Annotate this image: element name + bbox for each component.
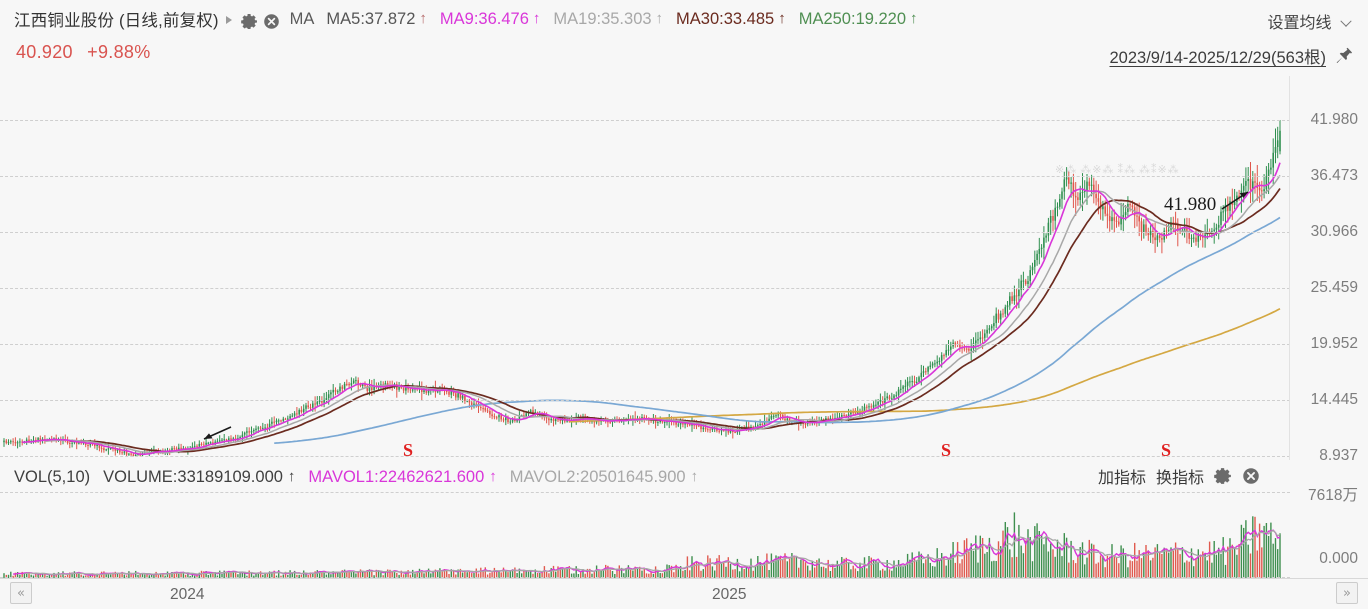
volume-chart-svg <box>3 512 1281 578</box>
close-icon[interactable] <box>1242 467 1260 485</box>
gridline <box>0 492 1290 493</box>
gridline <box>0 577 1290 578</box>
indicator-tag[interactable]: MA <box>289 9 315 28</box>
volume-chart-panel[interactable] <box>0 492 1290 578</box>
x-axis-tick-2024: 2024 <box>170 586 205 603</box>
price-chart-svg <box>3 120 1281 457</box>
ma30-legend[interactable]: MA30:33.485 <box>676 9 775 28</box>
pin-icon[interactable] <box>1335 46 1354 65</box>
marker-glyph: ※⁂ <box>1055 163 1078 176</box>
marker-glyph: ⁑⁂ <box>1117 163 1136 176</box>
ma19-legend[interactable]: MA19:35.303 <box>553 9 652 28</box>
y-axis-tick: 36.473 <box>1310 167 1358 184</box>
ma19-trend-arrow: ↑ <box>655 9 664 27</box>
ma5-legend[interactable]: MA5:37.872 <box>326 9 416 28</box>
signal-marker-s[interactable]: S <box>403 440 414 460</box>
volume-trend-arrow: ↑ <box>287 467 296 485</box>
mavol1-value: MAVOL1:22462621.600 <box>308 467 485 486</box>
volume-y-axis: 7618万 0.000 <box>1290 486 1368 578</box>
volume-header-actions: 加指标 换指标 <box>1098 464 1260 488</box>
y-axis-tick: 19.952 <box>1310 335 1358 352</box>
y-axis-tick: 41.980 <box>1310 111 1358 128</box>
add-indicator-button[interactable]: 加指标 <box>1097 470 1146 487</box>
gridline <box>0 176 1290 177</box>
marker-glyph: ⁂※⁂ <box>1080 163 1115 176</box>
gridline <box>0 400 1290 401</box>
gridline <box>0 344 1290 345</box>
price-y-axis: 41.980 36.473 30.966 25.459 19.952 14.44… <box>1290 76 1368 464</box>
set-moving-average-button[interactable]: 设置均线 <box>1267 9 1352 33</box>
chevron-down-icon <box>1340 15 1352 27</box>
signal-marker-s[interactable]: S <box>941 440 952 460</box>
ma9-legend[interactable]: MA9:36.476 <box>439 9 529 28</box>
volume-header: VOL(5,10) VOLUME:33189109.000 ↑ MAVOL1:2… <box>0 462 1368 492</box>
y-axis-tick: 14.445 <box>1310 391 1358 408</box>
scroll-left-button[interactable]: « <box>10 582 32 604</box>
time-axis: 2024 2025 <box>0 578 1368 609</box>
gridline <box>0 232 1290 233</box>
chart-header: 江西铜业股份 (日线,前复权) MA MA5:37.872 ↑ MA9:36.4… <box>0 0 1368 38</box>
gear-icon[interactable] <box>1214 467 1232 485</box>
y-axis-tick: 25.459 <box>1310 279 1358 296</box>
ma5-trend-arrow: ↑ <box>419 9 427 27</box>
switch-indicator-button[interactable]: 换指标 <box>1155 470 1204 487</box>
expand-triangle-right-icon[interactable] <box>225 16 232 24</box>
last-price: 40.920 <box>16 42 73 62</box>
ma250-legend[interactable]: MA250:19.220 <box>798 9 907 28</box>
date-range-selector[interactable]: 2023/9/14-2025/12/29(563根) <box>1109 49 1327 67</box>
y-axis-tick: 8.937 <box>1319 447 1358 464</box>
gridline <box>0 456 1290 457</box>
gridline <box>0 288 1290 289</box>
volume-indicator-name[interactable]: VOL(5,10) <box>14 467 91 486</box>
marker-watermarks: ※⁂ ⁂※⁂ ⁑⁂ ⁂⁑※⁂ <box>1055 160 1255 178</box>
signal-marker-s[interactable]: S <box>1161 440 1172 460</box>
mavol2-value: MAVOL2:20501645.900 <box>509 467 686 486</box>
symbol-name[interactable]: 江西铜业股份 (日线,前复权) <box>14 12 219 30</box>
quote-row: 40.920 +9.88% 2023/9/14-2025/12/29(563根) <box>0 38 1368 74</box>
ma30-trend-arrow: ↑ <box>778 9 786 27</box>
volume-axis-tick: 7618万 <box>1308 487 1358 504</box>
price-axis-divider <box>1289 76 1290 460</box>
x-axis-tick-2025: 2025 <box>712 586 747 603</box>
gridline <box>0 120 1290 121</box>
set-moving-average-label: 设置均线 <box>1267 15 1332 32</box>
volume-axis-tick: 0.000 <box>1319 550 1358 567</box>
price-chart-panel[interactable]: 41.980 8.938 ※⁂ ⁂※⁂ ⁑⁂ ⁂⁑※⁂ <box>0 76 1290 460</box>
ma250-trend-arrow: ↑ <box>910 9 918 27</box>
volume-value: VOLUME:33189109.000 <box>103 467 283 486</box>
ma9-trend-arrow: ↑ <box>532 9 541 27</box>
mavol2-trend-arrow: ↑ <box>690 467 699 485</box>
quote-box: 40.920 +9.88% <box>16 42 151 63</box>
mavol1-trend-arrow: ↑ <box>489 467 497 485</box>
period-high-annotation: 41.980 <box>1164 194 1217 215</box>
close-icon[interactable] <box>263 13 280 30</box>
change-percent: +9.88% <box>87 42 151 62</box>
scroll-right-button[interactable]: » <box>1336 582 1358 604</box>
gear-icon[interactable] <box>240 13 258 30</box>
marker-glyph: ⁂⁑※⁂ <box>1138 163 1180 176</box>
y-axis-tick: 30.966 <box>1310 223 1358 240</box>
